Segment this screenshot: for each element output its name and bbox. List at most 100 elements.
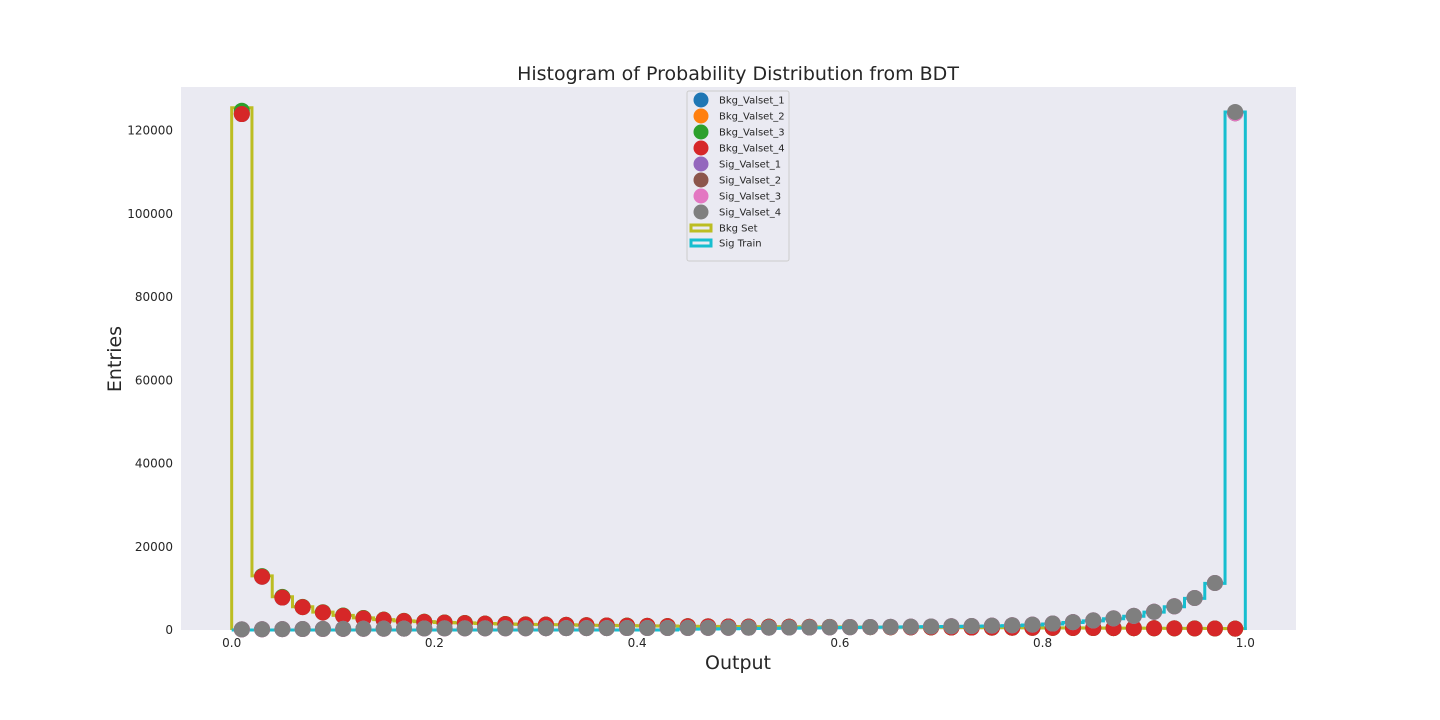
data-point: [1166, 598, 1183, 615]
data-point: [1186, 589, 1203, 606]
data-point: [537, 620, 554, 637]
data-point: [598, 620, 615, 637]
legend-item-sig-valset-1: Sig_Valset_1: [693, 156, 781, 172]
data-point: [760, 619, 777, 636]
legend: Bkg_Valset_1 Bkg_Valset_2 Bkg_Valset_3 Bkg_…: [686, 90, 790, 262]
legend-label: Sig_Valset_1: [719, 160, 781, 171]
legend-label: Sig_Valset_4: [719, 208, 781, 219]
data-point: [335, 620, 352, 637]
legend-label: Bkg_Valset_2: [719, 112, 785, 123]
y-tick-label: 40000: [135, 457, 173, 471]
data-point: [558, 620, 575, 637]
points-layer: [233, 102, 1244, 638]
data-point: [882, 618, 899, 635]
legend-marker: [693, 204, 709, 220]
legend-label: Bkg_Valset_4: [719, 144, 785, 155]
legend-label: Bkg_Valset_1: [719, 96, 785, 107]
x-tick-label: 0.0: [222, 636, 241, 650]
legend-marker: [693, 188, 709, 204]
y-axis-title: Entries: [104, 326, 126, 392]
data-point: [1227, 620, 1244, 637]
x-axis-title: Output: [705, 652, 771, 674]
y-tick-label: 100000: [127, 207, 173, 221]
data-point: [902, 618, 919, 635]
legend-marker: [693, 124, 709, 140]
legend-item-bkg-set: Bkg Set: [689, 223, 758, 235]
x-tick-label: 0.2: [425, 636, 444, 650]
data-point: [619, 620, 635, 637]
data-point: [740, 619, 757, 636]
legend-marker: [693, 108, 709, 124]
data-point: [314, 604, 331, 621]
data-point: [233, 106, 250, 123]
y-tick-label: 20000: [135, 540, 173, 554]
series-sig-valset-4: [233, 103, 1244, 638]
x-tick-label: 1.0: [1236, 636, 1255, 650]
data-point: [578, 620, 595, 637]
legend-label: Sig_Valset_2: [719, 176, 781, 187]
data-point: [254, 621, 271, 638]
chart-title: Histogram of Probability Distribution fr…: [517, 63, 959, 85]
data-point: [983, 617, 1000, 634]
legend-marker: [693, 140, 709, 156]
data-point: [1105, 610, 1122, 627]
x-tick-label: 0.4: [628, 636, 647, 650]
data-point: [1166, 620, 1183, 637]
data-point: [294, 599, 311, 616]
data-point: [963, 618, 980, 635]
data-point: [659, 619, 676, 636]
data-point: [1125, 607, 1142, 624]
legend-label: Sig_Valset_3: [719, 192, 781, 203]
legend-item-sig-valset-3: Sig_Valset_3: [693, 188, 781, 204]
data-point: [1044, 615, 1061, 632]
legend-patch: [689, 238, 713, 248]
legend-box: [686, 90, 790, 262]
legend-item-sig-train: Sig Train: [689, 238, 762, 250]
legend-item-sig-valset-4: Sig_Valset_4: [693, 204, 781, 220]
y-tick-label: 80000: [135, 290, 173, 304]
data-point: [1227, 103, 1244, 120]
data-point: [294, 621, 311, 638]
x-tick-label: 0.6: [830, 636, 849, 650]
data-point: [1146, 620, 1163, 637]
legend-patch: [689, 223, 713, 233]
legend-item-bkg-valset-4: Bkg_Valset_4: [693, 140, 785, 156]
data-point: [274, 621, 291, 638]
data-point: [842, 619, 858, 636]
data-point: [801, 619, 818, 636]
legend-marker: [693, 92, 709, 108]
legend-marker: [693, 172, 709, 188]
x-tick-label: 0.8: [1033, 636, 1052, 650]
data-point: [781, 619, 798, 636]
data-point: [923, 618, 940, 635]
data-point: [1085, 612, 1102, 629]
data-point: [1004, 617, 1021, 634]
y-tick-label: 120000: [127, 124, 173, 138]
data-point: [477, 620, 494, 637]
data-point: [862, 619, 879, 636]
data-point: [355, 620, 372, 637]
data-point: [274, 589, 291, 606]
x-axis-ticks: 0.0 0.2 0.4 0.6 0.8 1.0: [222, 636, 1255, 650]
histogram-bkg-set: [230, 106, 1247, 631]
data-point: [1186, 620, 1203, 637]
data-point: [821, 619, 838, 636]
data-point: [375, 620, 392, 637]
legend-label: Bkg Set: [719, 224, 758, 235]
data-point: [639, 620, 656, 637]
data-point: [396, 620, 412, 637]
data-point: [679, 619, 696, 636]
data-point: [254, 568, 271, 585]
data-point: [436, 620, 453, 637]
data-point: [233, 621, 250, 638]
data-point: [416, 620, 433, 637]
data-point: [943, 618, 960, 635]
data-point: [1206, 574, 1223, 591]
data-point: [1024, 616, 1041, 633]
data-point: [700, 619, 717, 636]
legend-item-sig-valset-2: Sig_Valset_2: [693, 172, 781, 188]
data-point: [497, 620, 514, 637]
legend-label: Bkg_Valset_3: [719, 128, 785, 139]
data-point: [335, 607, 352, 624]
